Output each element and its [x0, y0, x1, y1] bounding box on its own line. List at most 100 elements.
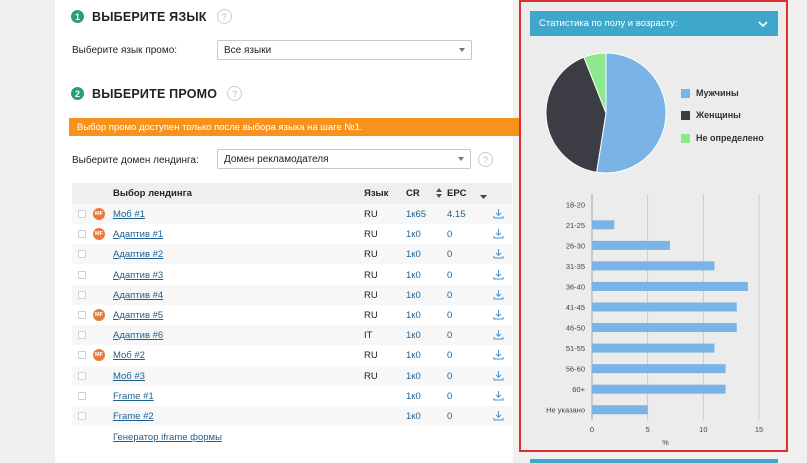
step-2-help-icon[interactable]: ? [227, 86, 243, 101]
table-row[interactable]: Адаптив #3 RU 1к0 0 [72, 265, 512, 285]
row-checkbox[interactable] [78, 391, 86, 400]
table-row[interactable]: MF Моб #2 RU 1к0 0 [72, 345, 512, 365]
table-row[interactable]: Адаптив #6 IT 1к0 0 [72, 325, 512, 346]
landing-epc: 0 [447, 390, 453, 402]
row-checkbox[interactable] [78, 351, 86, 360]
row-checkbox[interactable] [78, 412, 86, 420]
col-lang[interactable]: Язык [364, 188, 389, 199]
landing-cr: 1к0 [406, 310, 421, 321]
row-checkbox[interactable] [78, 331, 86, 340]
landing-lang: RU [364, 350, 378, 362]
stats-panel-title: Статистика по полу и возрасту: [539, 18, 678, 29]
chevron-down-icon[interactable] [480, 191, 487, 202]
gender-pie-chart [545, 52, 667, 174]
landing-link[interactable]: Адаптив #1 [113, 229, 164, 241]
chevron-down-icon [459, 48, 465, 52]
domain-select[interactable]: Домен рекламодателя [217, 149, 471, 169]
x-tick-label: 10 [699, 425, 707, 434]
download-icon[interactable] [493, 208, 504, 222]
landing-lang: RU [364, 289, 378, 301]
table-row[interactable]: Frame #2 1к0 0 [72, 406, 512, 426]
bar [592, 323, 737, 333]
row-checkbox[interactable] [78, 270, 86, 279]
landing-link[interactable]: Frame #2 [113, 411, 154, 422]
table-row[interactable]: Адаптив #4 RU 1к0 0 [72, 284, 512, 305]
bar [592, 384, 726, 394]
chevron-down-icon [458, 157, 464, 161]
download-icon[interactable] [493, 349, 504, 363]
landing-lang: RU [364, 209, 378, 220]
landing-link[interactable]: Адаптив #5 [113, 310, 164, 321]
download-icon[interactable] [493, 329, 504, 343]
bar [592, 281, 748, 291]
pie-slice [583, 52, 607, 114]
table-row[interactable]: Моб #3 RU 1к0 0 [72, 365, 512, 386]
landing-cr: 1к0 [406, 249, 421, 261]
landing-epc: 0 [447, 350, 453, 362]
download-icon[interactable] [493, 248, 504, 262]
bar [592, 220, 615, 230]
bar [592, 343, 715, 353]
language-label: Выберите язык промо: [72, 45, 178, 56]
table-row[interactable]: MF Адаптив #5 RU 1к0 0 [72, 305, 512, 325]
row-checkbox[interactable] [78, 290, 86, 299]
x-tick-label: 5 [646, 425, 650, 434]
bar [592, 405, 648, 415]
landing-link[interactable]: Моб #3 [113, 370, 145, 382]
chevron-down-icon[interactable] [758, 20, 768, 27]
download-icon[interactable] [493, 390, 504, 404]
download-icon[interactable] [493, 309, 504, 323]
landing-link[interactable]: Адаптив #2 [113, 249, 164, 261]
category-label: 56-60 [566, 365, 585, 374]
download-icon[interactable] [493, 370, 504, 384]
landing-link[interactable]: Моб #1 [113, 209, 145, 220]
landing-epc: 4.15 [447, 209, 466, 220]
row-checkbox[interactable] [78, 230, 86, 239]
download-icon[interactable] [493, 269, 504, 283]
bar [592, 261, 715, 271]
category-label: 21-25 [566, 221, 585, 230]
landing-link[interactable]: Адаптив #3 [113, 269, 164, 281]
download-icon[interactable] [493, 410, 504, 424]
landing-lang: RU [364, 269, 378, 281]
category-label: 18-20 [566, 200, 585, 209]
landing-link[interactable]: Адаптив #4 [113, 289, 164, 301]
landing-link[interactable]: Моб #2 [113, 350, 145, 362]
bar [592, 364, 726, 374]
table-row[interactable]: MF Моб #1 RU 1к65 4.15 [72, 204, 512, 224]
sort-icon[interactable] [436, 188, 442, 201]
mf-badge-icon: MF [93, 208, 105, 220]
table-row[interactable]: Frame #1 1к0 0 [72, 386, 512, 406]
iframe-generator-link[interactable]: Генератор iframe формы [113, 432, 222, 443]
mf-badge-icon: MF [93, 349, 105, 362]
landing-lang: RU [364, 370, 378, 382]
landing-epc: 0 [447, 289, 453, 301]
stats-panel-header[interactable]: Статистика по полу и возрасту: [530, 11, 778, 36]
x-tick-label: 0 [590, 425, 594, 434]
landing-link[interactable]: Адаптив #6 [113, 330, 164, 342]
landing-cr: 1к65 [406, 209, 427, 220]
table-row[interactable]: Адаптив #2 RU 1к0 0 [72, 244, 512, 265]
col-cr[interactable]: CR [406, 188, 420, 199]
landing-link[interactable]: Frame #1 [113, 390, 154, 402]
legend-female: Женщины [681, 110, 741, 120]
download-icon[interactable] [493, 228, 504, 242]
legend-unknown-label: Не определено [696, 133, 764, 143]
download-icon[interactable] [493, 289, 504, 303]
col-epc[interactable]: EPC [447, 188, 467, 199]
row-checkbox[interactable] [78, 371, 86, 380]
row-checkbox[interactable] [78, 311, 86, 319]
row-checkbox[interactable] [78, 210, 86, 218]
category-label: 60+ [572, 385, 585, 394]
left-content-panel [55, 0, 513, 463]
row-checkbox[interactable] [78, 250, 86, 259]
pie-slice [596, 52, 667, 174]
step-1-help-icon[interactable]: ? [216, 9, 232, 24]
table-row[interactable]: MF Адаптив #1 RU 1к0 0 [72, 224, 512, 244]
x-axis-label: % [662, 438, 669, 447]
domain-help-icon[interactable]: ? [478, 152, 493, 167]
landing-lang: RU [364, 229, 378, 241]
step-2-number: 2 [71, 87, 84, 100]
category-label: 26-30 [566, 241, 585, 250]
language-select[interactable]: Все языки [217, 40, 472, 60]
